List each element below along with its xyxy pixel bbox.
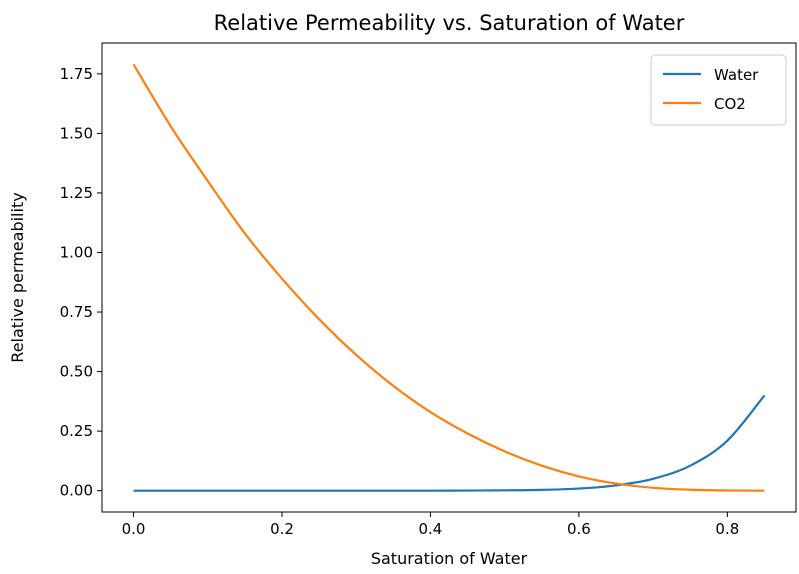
axis-ticks: 0.0 0.2 0.4 0.6 0.8 0.00 0.25 0.50 0.75 1.00 1.25 1… — [60, 65, 740, 538]
legend: Water CO2 — [650, 54, 787, 126]
y-tick-label: 0.75 — [60, 303, 93, 321]
x-tick-label: 0.2 — [270, 520, 294, 538]
x-tick-label: 0.4 — [419, 520, 443, 538]
x-axis-label: Saturation of Water — [371, 549, 528, 568]
y-tick-label: 1.25 — [60, 184, 93, 202]
legend-label-co2: CO2 — [714, 95, 746, 113]
axes-frame — [101, 42, 797, 513]
x-tick-label: 0.0 — [122, 520, 146, 538]
legend-label-water: Water — [714, 66, 759, 84]
y-tick-label: 0.50 — [60, 363, 93, 381]
y-tick-label: 1.50 — [60, 124, 93, 142]
x-tick-label: 0.6 — [567, 520, 591, 538]
chart-title: Relative Permeability vs. Saturation of … — [214, 11, 685, 35]
y-tick-label: 1.00 — [60, 243, 93, 261]
series-line-water — [133, 394, 766, 492]
y-axis-label: Relative permeability — [8, 192, 27, 362]
y-tick-label: 0.00 — [60, 482, 93, 500]
plot-area — [132, 63, 766, 492]
y-tick-label: 1.75 — [60, 65, 93, 83]
series-line-co2 — [132, 63, 765, 492]
x-tick-label: 0.8 — [715, 520, 739, 538]
y-tick-label: 0.25 — [60, 422, 93, 440]
legend-box — [650, 54, 787, 126]
